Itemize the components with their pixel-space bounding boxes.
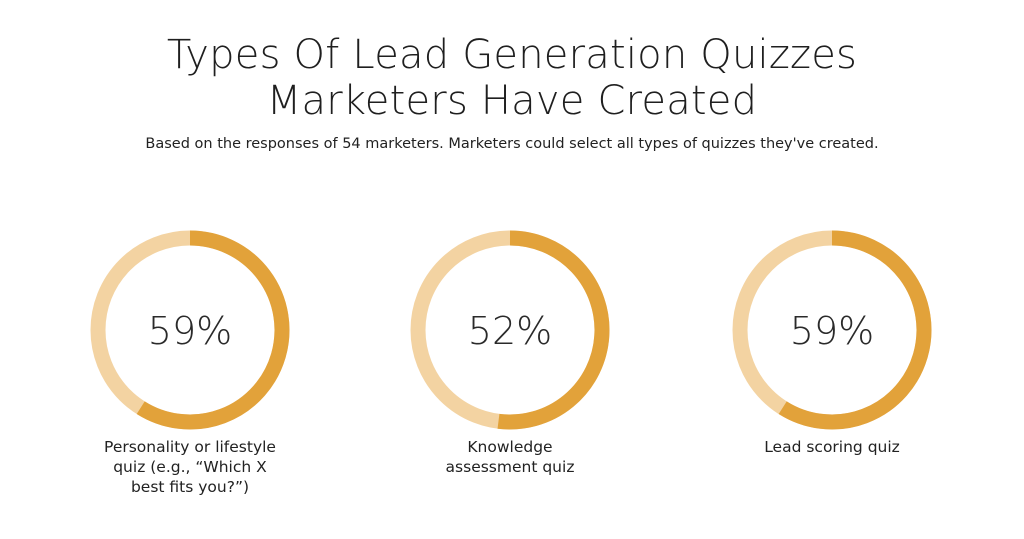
donut-2-label-line-2: assessment quiz	[445, 458, 575, 476]
donut-2-filled-arc	[497, 230, 610, 430]
donut-3-label-line-1: Lead scoring quiz	[764, 438, 900, 456]
donut-1-filled-arc	[136, 230, 290, 430]
donut-1-label-line-3: best fits you?”)	[130, 478, 250, 496]
chart-title-line-2: Marketers Have Created	[266, 78, 758, 124]
chart-subtitle: Based on the responses of 54 marketers. …	[145, 136, 879, 152]
donut-3: 59%	[732, 230, 932, 430]
donut-1-category-label: Personality or lifestyle quiz (e.g., “Wh…	[75, 437, 305, 497]
donut-3-value-label: 59%	[790, 309, 874, 353]
donut-2-value-label: 52%	[468, 309, 552, 353]
donut-3-category-label: Lead scoring quiz	[717, 437, 947, 457]
chart-title-line-1: Types Of Lead Generation Quizzes	[166, 32, 858, 78]
donut-1: 59%	[90, 230, 290, 430]
donut-2: 52%	[410, 230, 610, 430]
donut-1-label-line-2: quiz (e.g., “Which X	[113, 458, 267, 476]
donut-1-value-label: 59%	[148, 309, 232, 353]
donut-2-category-label: Knowledge assessment quiz	[395, 437, 625, 477]
donut-2-label-line-1: Knowledge	[467, 438, 553, 456]
donut-3-filled-arc	[778, 230, 932, 430]
donut-1-label-line-1: Personality or lifestyle	[104, 438, 276, 456]
